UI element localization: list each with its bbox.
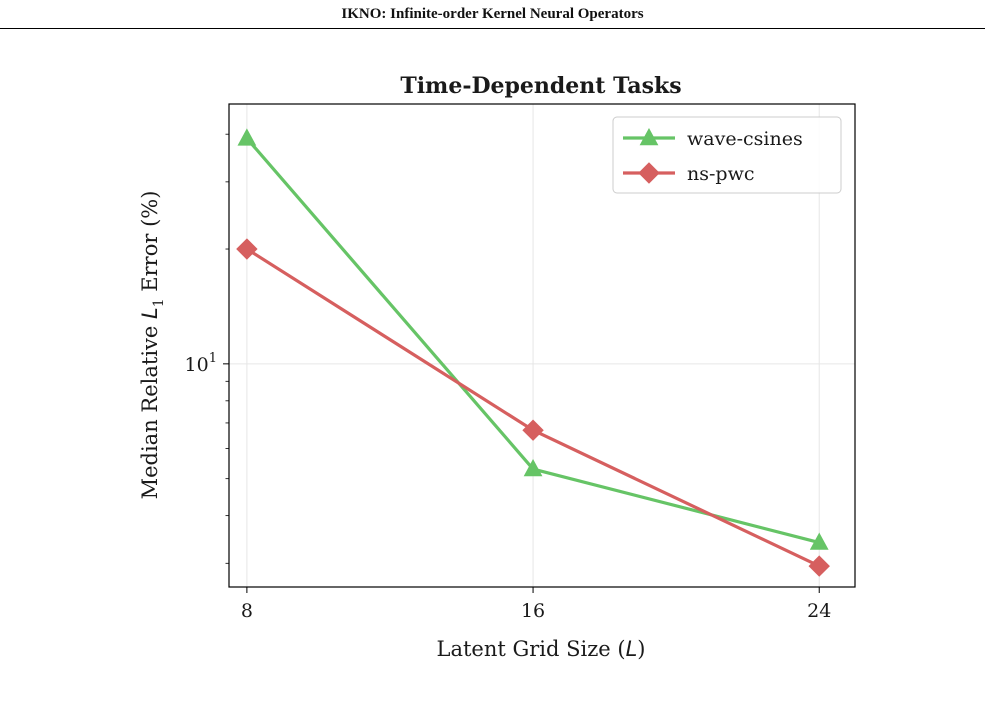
axis-ticks: 8 16 24 101	[185, 133, 831, 622]
page-header: IKNO: Infinite-order Kernel Neural Opera…	[341, 6, 644, 22]
plot-frame	[228, 103, 856, 588]
legend-swatch-marker	[638, 162, 660, 184]
x-tick-label: 24	[807, 600, 831, 622]
data-point-ns-pwc	[808, 555, 830, 577]
data-point-wave-csines	[237, 128, 257, 146]
data-point-wave-csines	[809, 532, 829, 550]
header-rule	[0, 28, 985, 29]
series-markers	[236, 128, 830, 577]
legend: wave-csines ns-pwc	[612, 116, 842, 194]
data-point-ns-pwc	[236, 238, 258, 260]
data-point-wave-csines	[523, 458, 543, 477]
legend-swatch-marker	[639, 127, 659, 146]
x-tick-label: 16	[521, 600, 545, 622]
legend-entry-wave-csines: wave-csines	[687, 128, 803, 150]
chart-title: Time-Dependent Tasks	[400, 73, 681, 99]
y-axis-label: Median Relative L1 Error (%)	[138, 191, 167, 500]
x-axis-label: Latent Grid Size (L)	[437, 637, 646, 661]
y-tick-label: 101	[185, 351, 217, 376]
legend-entry-ns-pwc: ns-pwc	[687, 163, 754, 185]
data-point-ns-pwc	[522, 419, 544, 441]
x-tick-label: 8	[241, 600, 253, 622]
